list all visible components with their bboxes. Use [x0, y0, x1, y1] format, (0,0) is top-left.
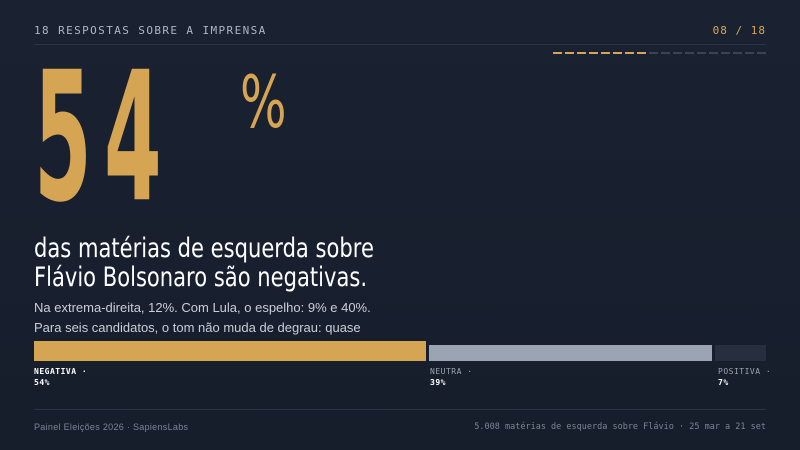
bar-label-positiva-percent: 7%: [718, 378, 729, 387]
hero-number: 54: [34, 33, 174, 242]
bar-segment-neutra: [429, 345, 713, 361]
progress-step-11[interactable]: [673, 52, 682, 54]
progress-step-8[interactable]: [637, 52, 646, 54]
bar-label-neutra-name: NEUTRA ·: [430, 367, 473, 376]
progress-step-14[interactable]: [709, 52, 718, 54]
progress-step-3[interactable]: [577, 52, 586, 54]
progress-step-2[interactable]: [565, 52, 574, 54]
headline: das matérias de esquerda sobre Flávio Bo…: [34, 234, 374, 292]
bar-label-negativa-name: NEGATIVA ·: [34, 367, 88, 376]
bar-label-positiva: POSITIVA · 7%: [718, 366, 771, 388]
bar-label-neutra-percent: 39%: [430, 378, 446, 387]
progress-step-13[interactable]: [697, 52, 706, 54]
page-counter: 08 / 18: [712, 24, 766, 37]
bar-label-negativa: NEGATIVA · 54%: [34, 366, 87, 388]
footer-source: Painel Eleições 2026 · SapiensLabs: [34, 422, 189, 432]
bar-segment-positiva: [715, 345, 766, 361]
progress-step-4[interactable]: [589, 52, 598, 54]
bar-segment-negativa: [34, 341, 427, 361]
progress-step-7[interactable]: [625, 52, 634, 54]
progress-step-18[interactable]: [757, 52, 766, 54]
hero-statistic: 54 %: [34, 33, 287, 242]
bar-label-negativa-percent: 54%: [34, 378, 50, 387]
bar-label-neutra: NEUTRA · 39%: [430, 366, 473, 388]
footer-dataset-info: 5.008 matérias de esquerda sobre Flávio …: [474, 422, 766, 432]
section-label: 18 RESPOSTAS SOBRE A IMPRENSA: [34, 24, 267, 37]
headline-line-1: das matérias de esquerda sobre: [34, 233, 374, 264]
progress-step-10[interactable]: [661, 52, 670, 54]
progress-step-5[interactable]: [601, 52, 610, 54]
bottom-divider: [34, 409, 766, 410]
progress-step-16[interactable]: [733, 52, 742, 54]
progress-step-12[interactable]: [685, 52, 694, 54]
hero-percent-sign: %: [240, 60, 287, 144]
progress-step-17[interactable]: [745, 52, 754, 54]
bar-label-positiva-name: POSITIVA ·: [718, 367, 772, 376]
top-divider: [34, 44, 766, 45]
tone-distribution-bar: [34, 341, 766, 361]
progress-step-9[interactable]: [649, 52, 658, 54]
headline-line-2: Flávio Bolsonaro são negativas.: [34, 262, 368, 293]
slide-progress-indicator[interactable]: [553, 52, 766, 54]
progress-step-6[interactable]: [613, 52, 622, 54]
progress-step-1[interactable]: [553, 52, 562, 54]
progress-step-15[interactable]: [721, 52, 730, 54]
